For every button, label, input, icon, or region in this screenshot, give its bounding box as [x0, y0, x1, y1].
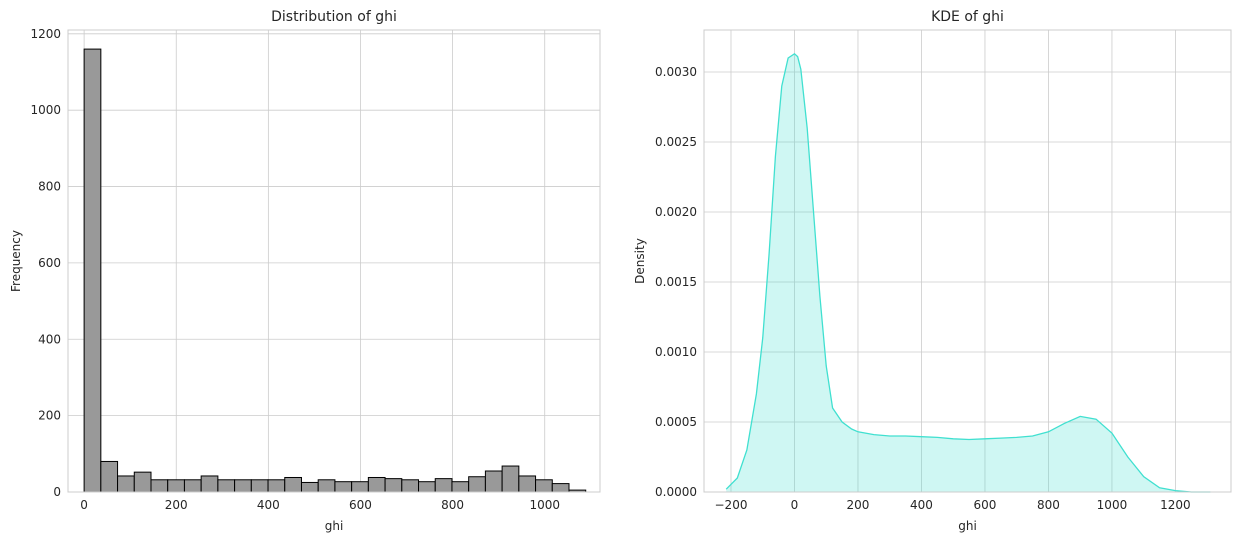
y-tick-label: 200: [38, 409, 61, 423]
histogram-bar: [267, 479, 286, 493]
histogram-y-ticks: 0 200 400 600 800 1000 1200: [30, 27, 61, 499]
histogram-bar: [317, 479, 336, 493]
y-tick-label: 800: [38, 180, 61, 194]
kde-x-axis-label: ghi: [958, 519, 977, 533]
x-tick-label: 1200: [1160, 498, 1191, 512]
y-tick-label: 0: [53, 485, 61, 499]
y-tick-label: 0.0030: [655, 65, 697, 79]
histogram-bar: [401, 479, 420, 493]
histogram-bar: [418, 481, 436, 493]
histogram-bar: [484, 470, 503, 493]
histogram-bar: [200, 475, 219, 493]
kde-line: [725, 52, 1211, 493]
y-tick-label: 0.0005: [655, 415, 697, 429]
x-tick-label: −200: [715, 498, 748, 512]
kde-y-axis-label: Density: [633, 238, 647, 284]
y-tick-label: 0.0020: [655, 205, 697, 219]
histogram-bar: [100, 460, 119, 493]
histogram-bar: [367, 476, 386, 493]
x-tick-label: 800: [1037, 498, 1060, 512]
histogram-title: Distribution of ghi: [271, 9, 397, 25]
histogram-gridlines: [68, 30, 600, 493]
x-tick-label: 0: [80, 498, 88, 512]
y-tick-label: 600: [38, 256, 61, 270]
histogram-bar: [334, 481, 353, 493]
histogram-panel: 0 200 400 600 800 1000 020040060080010001200 …: [9, 9, 601, 533]
kde-area: [726, 53, 1211, 493]
histogram-bar: [284, 476, 302, 493]
kde-y-ticks: 0.0000 0.0005 0.0010 0.0015 0.0020 0.0025 0.00…: [655, 65, 697, 499]
x-tick-label: 200: [847, 498, 870, 512]
kde-title: KDE of ghi: [931, 9, 1004, 25]
histogram-bar: [551, 483, 570, 493]
histogram-x-ticks: 0 200 400 600 800 1000: [80, 498, 560, 512]
histogram-bar: [150, 479, 169, 493]
histogram-bar: [133, 471, 152, 493]
x-tick-label: 400: [257, 498, 280, 512]
histogram-bar: [468, 476, 486, 493]
kde-x-ticks: −200 0 200 400 600 800 1000 1200: [715, 498, 1191, 512]
y-tick-label: 0.0010: [655, 345, 697, 359]
y-tick-label: 0.0015: [655, 275, 697, 289]
x-tick-label: 400: [910, 498, 933, 512]
histogram-bar: [117, 475, 135, 493]
histogram-bar: [451, 481, 470, 493]
histogram-bar: [518, 475, 537, 493]
x-tick-label: 800: [441, 498, 464, 512]
histogram-bar: [250, 479, 269, 493]
y-tick-label: 1200: [30, 27, 61, 41]
histogram-x-axis-label: ghi: [325, 519, 344, 533]
histogram-bar: [300, 481, 319, 493]
histogram-y-axis-label: Frequency: [9, 230, 23, 292]
x-tick-label: 200: [165, 498, 188, 512]
x-tick-label: 600: [974, 498, 997, 512]
x-tick-label: 1000: [1097, 498, 1128, 512]
histogram-bars: [83, 48, 587, 493]
kde-frame: [703, 29, 1232, 493]
histogram-bar: [434, 478, 453, 493]
y-tick-label: 0.0025: [655, 135, 697, 149]
y-tick-label: 400: [38, 332, 61, 346]
histogram-bar: [83, 48, 102, 493]
histogram-bar: [501, 465, 520, 493]
histogram-bar: [217, 479, 236, 493]
y-tick-label: 0.0000: [655, 485, 697, 499]
histogram-bar: [535, 479, 553, 493]
histogram-bar: [183, 479, 202, 493]
kde-panel: −200 0 200 400 600 800 1000 1200 0.00000.00050.…: [633, 9, 1232, 533]
y-tick-label: 1000: [30, 103, 61, 117]
histogram-bar: [351, 481, 369, 493]
histogram-bar: [167, 479, 185, 493]
x-tick-label: 600: [349, 498, 372, 512]
histogram-bar: [384, 478, 403, 493]
histogram-bar: [234, 479, 252, 493]
x-tick-label: 1000: [529, 498, 560, 512]
histogram-frame: [67, 29, 601, 493]
x-tick-label: 0: [791, 498, 799, 512]
